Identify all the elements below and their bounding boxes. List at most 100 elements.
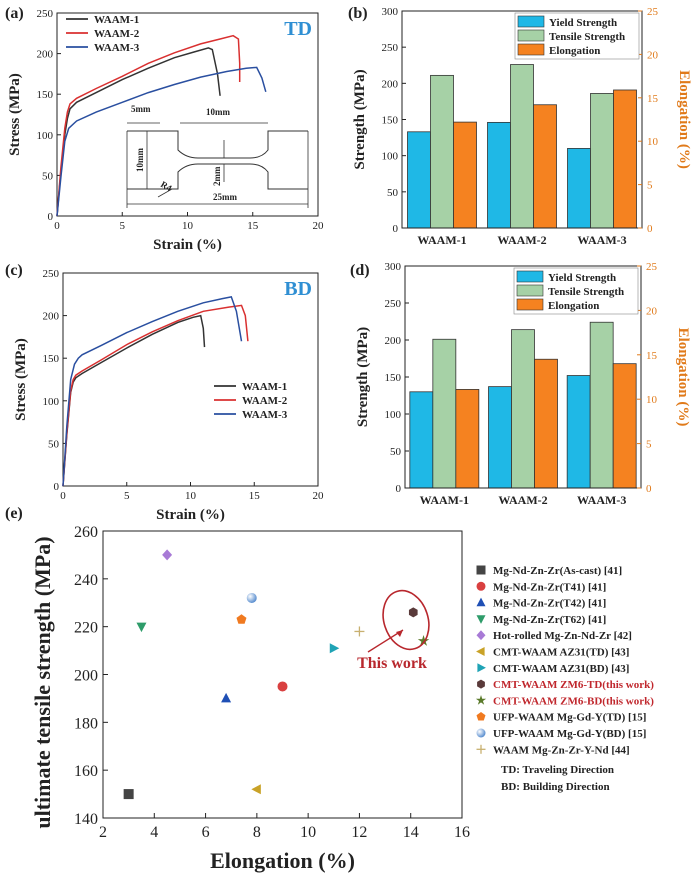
chart-d: WAAM-1 WAAM-2 WAAM-3 0 50 100 150 200 250 300 0 5 10… [355, 261, 691, 507]
legend-label: Yield Strength [549, 17, 617, 29]
bar-elongation [453, 121, 477, 229]
y-tick-label: 150 [382, 115, 399, 127]
y-tick-label: 140 [74, 811, 98, 828]
bar-yield-strength [566, 375, 591, 489]
inset-specimen-outline [127, 130, 308, 159]
y-axis-title: Stress (MPa) [13, 338, 29, 421]
this-work-label: This work [357, 655, 427, 672]
marker-sphere [476, 728, 486, 738]
y-tick-label: 200 [74, 668, 98, 685]
series-line-waam-2 [62, 304, 249, 487]
legend-label: WAAM Mg-Zn-Zr-Y-Nd [44] [493, 744, 630, 756]
x-tick-label: 10 [185, 490, 197, 502]
y-tick-label: 200 [385, 335, 402, 347]
data-point-plus [354, 626, 365, 637]
y-tick-label: 50 [48, 438, 60, 450]
legend-note: BD: Building Direction [501, 781, 610, 793]
bar-elongation [534, 358, 558, 489]
this-work-ellipse [382, 589, 430, 651]
bar-tensile-strength [510, 64, 534, 229]
legend-label: CMT-WAAM AZ31(TD) [43] [493, 647, 629, 659]
x-tick-label: 15 [249, 490, 261, 502]
legend-label: Mg-Nd-Zn-Zr(T62) [41] [493, 614, 606, 626]
y2-tick-label: 0 [646, 483, 652, 495]
series-line-waam-1 [56, 47, 221, 217]
legend-label: UFP-WAAM Mg-Gd-Y(TD) [15] [493, 712, 646, 724]
inset-label: 5mm [131, 104, 151, 114]
bar-yield-strength [409, 391, 434, 489]
y-tick-label: 150 [43, 353, 60, 365]
legend-label: Hot-rolled Mg-Zn-Nd-Zr [42] [493, 630, 632, 642]
panel-label: (e) [5, 505, 23, 522]
bar-tensile-strength [589, 321, 614, 489]
marker-hexagon [477, 679, 485, 689]
legend-label: Elongation [548, 300, 599, 312]
y2-tick-label: 15 [646, 350, 658, 362]
chart-b: WAAM-1 WAAM-2 WAAM-3 0 50 100 150 200 250 300 0 5 10… [352, 6, 692, 247]
legend-label: CMT-WAAM ZM6-TD(this work) [493, 679, 654, 691]
category-label: WAAM-1 [420, 493, 469, 507]
inset-label: R4 [159, 179, 174, 193]
y-tick-label: 100 [43, 396, 60, 408]
x-tick-label: 5 [120, 220, 126, 232]
plot-frame [62, 272, 319, 487]
y-tick-label: 0 [393, 223, 399, 235]
y-axis-title: ultimate tensile strength (MPa) [30, 536, 55, 828]
x-axis-title: Elongation (%) [210, 848, 355, 873]
x-tick-label: 10 [182, 220, 194, 232]
x-tick-label: 14 [403, 824, 419, 841]
legend-swatch [517, 43, 545, 56]
panel-label: (b) [348, 5, 368, 22]
legend-label: WAAM-2 [242, 395, 288, 407]
category-label: WAAM-2 [498, 493, 547, 507]
marker-pentagon [476, 711, 486, 721]
y-tick-label: 0 [48, 211, 54, 223]
data-point-pentagon [236, 614, 247, 624]
legend-label: Tensile Strength [548, 286, 624, 298]
y-tick-label: 180 [74, 715, 98, 732]
data-point-star [417, 635, 430, 646]
y-axis-title: Strength (MPa) [352, 69, 368, 169]
data-point-square [123, 789, 134, 800]
y2-axis-title: Elongation (%) [676, 70, 692, 169]
x-tick-label: 6 [202, 824, 210, 841]
x-tick-label: 15 [247, 220, 259, 232]
category-label: WAAM-1 [417, 233, 466, 247]
data-point-sphere [246, 592, 257, 603]
this-work-arrowhead [396, 630, 403, 637]
legend-label: WAAM-3 [242, 409, 288, 421]
data-point-triangle-left [251, 784, 261, 795]
y-tick-label: 100 [37, 130, 54, 142]
legend-note: TD: Traveling Direction [501, 764, 614, 776]
legend-label: WAAM-2 [94, 28, 140, 40]
y2-tick-label: 0 [647, 223, 653, 235]
inset-label: 2mm [212, 166, 222, 186]
marker-star [475, 695, 487, 705]
y-tick-label: 50 [42, 170, 54, 182]
x-axis-title: Strain (%) [153, 237, 222, 253]
y-tick-label: 200 [37, 49, 54, 61]
y-axis-title: Stress (MPa) [7, 73, 23, 156]
plot-frame [102, 530, 463, 819]
data-point-diamond [162, 549, 173, 561]
bar-yield-strength [407, 131, 431, 229]
bar-yield-strength [487, 121, 511, 229]
legend-swatch [517, 29, 545, 42]
marker-diamond [476, 630, 486, 641]
y-tick-label: 260 [74, 524, 98, 541]
y-tick-label: 50 [390, 446, 402, 458]
bar-tensile-strength [590, 93, 614, 229]
bar-elongation [613, 89, 637, 229]
y-tick-label: 50 [387, 187, 399, 199]
y-tick-label: 150 [37, 89, 54, 101]
legend-label: Yield Strength [548, 272, 616, 284]
y-axis-title: Strength (MPa) [355, 327, 371, 427]
marker-circle [476, 581, 486, 591]
marker-square [476, 565, 486, 575]
bar-elongation [455, 389, 480, 489]
x-tick-label: 4 [150, 824, 158, 841]
inset-dimension-line [157, 188, 173, 198]
marker-triangle-left [476, 647, 485, 656]
legend-label: WAAM-1 [94, 14, 139, 26]
